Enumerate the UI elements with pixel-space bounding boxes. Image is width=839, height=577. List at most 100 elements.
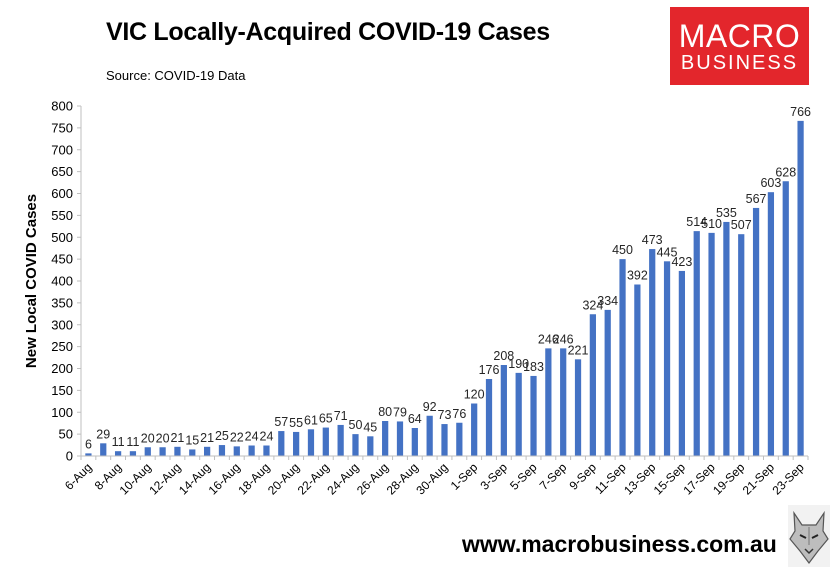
bar <box>293 431 300 456</box>
data-label: 176 <box>479 363 500 377</box>
data-label: 392 <box>627 269 648 283</box>
data-label: 21 <box>200 431 214 445</box>
y-axis-title: New Local COVID Cases <box>23 194 40 368</box>
data-label: 190 <box>508 357 529 371</box>
data-label: 603 <box>760 176 781 190</box>
data-label: 221 <box>568 343 589 357</box>
bar <box>782 181 789 456</box>
website-url: www.macrobusiness.com.au <box>462 531 777 557</box>
bar <box>738 234 745 456</box>
bar <box>693 231 700 456</box>
x-tick-label: 5-Sep <box>507 460 540 493</box>
bar <box>560 348 567 456</box>
bar <box>100 443 107 456</box>
bar <box>515 372 522 456</box>
data-label: 11 <box>126 435 139 449</box>
x-tick-label: 13-Sep <box>621 460 658 497</box>
y-tick-label: 550 <box>51 208 73 223</box>
bar <box>797 120 804 456</box>
data-label: 208 <box>493 349 514 363</box>
data-label: 423 <box>671 255 692 269</box>
data-label: 6 <box>85 437 92 451</box>
data-label: 71 <box>334 409 348 423</box>
x-tick-label: 28-Aug <box>384 460 421 497</box>
bar <box>396 421 404 456</box>
y-tick-label: 350 <box>51 295 73 310</box>
bar <box>263 445 270 456</box>
x-tick-label: 12-Aug <box>146 460 183 497</box>
data-label: 183 <box>523 360 544 374</box>
y-tick-label: 750 <box>51 120 73 135</box>
bar <box>322 427 329 456</box>
data-label: 76 <box>452 407 466 421</box>
data-label: 120 <box>464 388 485 402</box>
y-tick-label: 50 <box>59 427 73 442</box>
data-label: 11 <box>112 435 125 449</box>
data-label: 24 <box>260 430 274 444</box>
y-tick-label: 150 <box>51 383 73 398</box>
bar <box>545 348 552 456</box>
data-label: 22 <box>230 430 244 444</box>
data-label: 535 <box>716 206 737 220</box>
data-label: 55 <box>289 416 303 430</box>
bar <box>634 284 641 456</box>
wolf-icon <box>788 505 830 567</box>
bar <box>189 449 196 456</box>
bar <box>456 422 463 456</box>
bar <box>159 447 166 456</box>
data-label: 79 <box>393 405 407 419</box>
x-tick-label: 22-Aug <box>295 460 332 497</box>
bar <box>604 309 611 456</box>
bar <box>500 365 507 456</box>
data-label: 334 <box>597 294 618 308</box>
source-note: Source: COVID-19 Data <box>106 68 246 83</box>
data-label: 25 <box>215 429 229 443</box>
bar <box>218 445 226 456</box>
y-tick-label: 200 <box>51 361 73 376</box>
data-label: 514 <box>686 215 707 229</box>
bar <box>471 403 478 456</box>
data-label: 628 <box>775 165 796 179</box>
x-tick-label: 11-Sep <box>592 460 629 497</box>
y-tick-label: 700 <box>51 142 73 157</box>
bar <box>114 451 122 456</box>
bar <box>649 249 656 456</box>
bar <box>589 314 596 456</box>
bar <box>723 221 730 456</box>
data-label: 473 <box>642 233 663 247</box>
bar <box>367 436 374 456</box>
bar <box>485 379 493 456</box>
data-label: 21 <box>170 431 184 445</box>
chart-title: VIC Locally-Acquired COVID-19 Cases <box>106 18 550 46</box>
data-label: 510 <box>701 217 722 231</box>
x-tick-label: 3-Sep <box>477 460 510 493</box>
logo-line-1: MACRO <box>678 18 801 54</box>
data-label: 246 <box>538 332 559 346</box>
bar <box>129 451 137 456</box>
bar <box>144 447 151 456</box>
data-label: 65 <box>319 412 333 426</box>
x-tick-label: 23-Sep <box>769 460 806 497</box>
bar <box>678 270 686 456</box>
bar <box>411 428 418 456</box>
x-tick-label: 19-Sep <box>710 460 747 497</box>
y-tick-label: 250 <box>51 339 73 354</box>
x-axis: 6-Aug8-Aug10-Aug12-Aug14-Aug16-Aug18-Aug… <box>62 455 809 497</box>
data-label: 766 <box>790 105 811 119</box>
x-tick-label: 26-Aug <box>354 460 391 497</box>
bar <box>426 415 433 456</box>
y-tick-label: 0 <box>66 449 73 464</box>
data-label: 24 <box>245 430 259 444</box>
bar <box>382 421 389 456</box>
y-tick-label: 100 <box>51 405 73 420</box>
data-label: 57 <box>274 415 288 429</box>
logo-line-2: BUSINESS <box>680 52 799 74</box>
bar <box>574 359 582 456</box>
bar <box>248 445 255 456</box>
bar <box>530 375 537 456</box>
y-tick-label: 650 <box>51 164 73 179</box>
y-tick-label: 450 <box>51 252 73 267</box>
data-label: 80 <box>378 405 392 419</box>
